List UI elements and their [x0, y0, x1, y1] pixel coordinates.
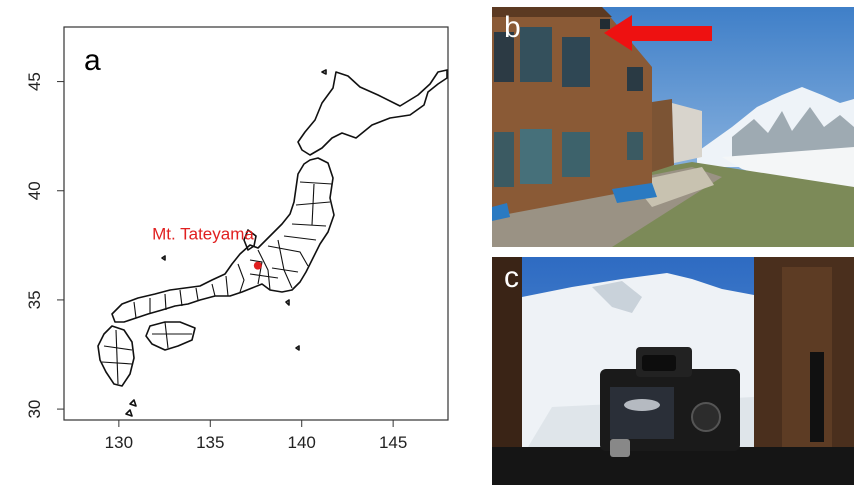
x-tick-label: 145 — [379, 433, 407, 452]
panel-letter-a: a — [84, 44, 101, 77]
x-tick-label: 140 — [288, 433, 316, 452]
y-tick-label: 40 — [25, 181, 44, 200]
camera-icon — [600, 347, 740, 457]
point-marker — [253, 261, 262, 270]
coastline-outline — [97, 69, 448, 417]
prefecture-borders — [101, 181, 333, 385]
y-axis: 30 35 40 45 — [25, 72, 64, 419]
panel-letter-c: c — [504, 261, 519, 294]
y-tick-label: 35 — [25, 290, 44, 309]
map-panel: a 130 135 140 145 30 35 40 45 — [25, 26, 449, 452]
red-arrow-icon — [604, 15, 712, 51]
map-points: Mt. Tateyama — [152, 225, 262, 270]
plot-frame — [63, 26, 449, 421]
photo-c-camera-window: c — [492, 257, 854, 485]
point-label: Mt. Tateyama — [152, 225, 254, 244]
x-tick-label: 130 — [105, 433, 133, 452]
photo-b-research-building: b — [492, 7, 854, 247]
x-tick-label: 135 — [196, 433, 224, 452]
japan-map: a 130 135 140 145 30 35 40 45 — [25, 26, 449, 452]
x-axis: 130 135 140 145 — [105, 420, 407, 452]
y-tick-label: 45 — [25, 72, 44, 91]
panel-letter-b: b — [504, 11, 521, 44]
y-tick-label: 30 — [25, 400, 44, 419]
